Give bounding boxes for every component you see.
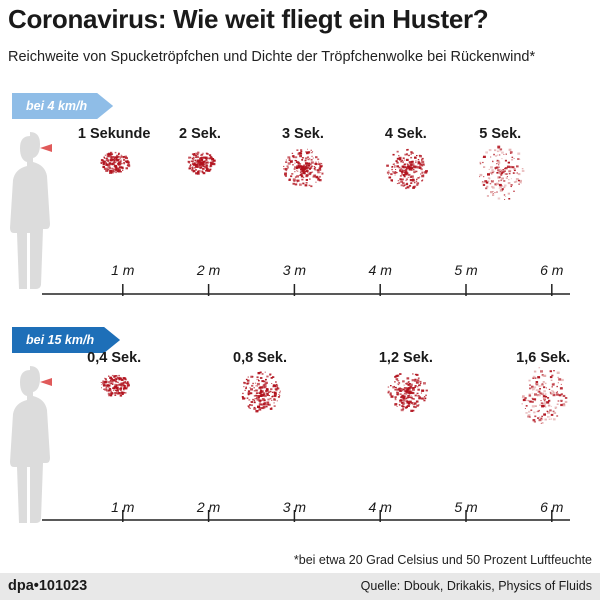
footnote: *bei etwa 20 Grad Celsius und 50 Prozent…: [293, 553, 592, 567]
droplet-cloud: [241, 371, 281, 413]
time-label: 1 Sekunde: [77, 126, 151, 142]
axis-tick-label: 3 m: [282, 262, 307, 278]
axis-tick-label: 1 m: [111, 499, 135, 515]
droplet-cloud: [387, 373, 428, 412]
droplet-cloud: [521, 367, 568, 424]
time-label: 0,8 Sek.: [233, 350, 288, 366]
distance-axis-ticks: [122, 284, 553, 296]
time-label: 3 Sek.: [281, 126, 324, 142]
wind-arrow-15kmh: bei 15 km/h: [12, 327, 120, 353]
footer-bar: dpa•101023 Quelle: Dbouk, Drikakis, Phys…: [0, 573, 600, 600]
droplet-cloud: [479, 145, 525, 200]
mouth-spray-icon: [40, 144, 52, 152]
axis-tick-label: 5 m: [454, 499, 478, 515]
mouth-spray-icon: [40, 378, 52, 386]
time-label: 1,6 Sek.: [516, 350, 571, 366]
axis-tick-label: 6 m: [540, 499, 564, 515]
droplet-cloud: [283, 148, 324, 188]
axis-tick-label: 4 m: [368, 262, 392, 278]
time-label: 2 Sek.: [178, 126, 221, 142]
person-silhouette-icon: [10, 366, 50, 523]
distance-axis-ticks: [122, 510, 553, 522]
axis-tick-label: 3 m: [282, 499, 307, 515]
time-label: 4 Sek.: [384, 126, 427, 142]
axis-tick-label: 5 m: [454, 262, 478, 278]
time-label: 5 Sek.: [479, 126, 522, 142]
axis-tick-label: 2 m: [196, 499, 221, 515]
axis-tick-label: 2 m: [196, 262, 221, 278]
page-title: Coronavirus: Wie weit fliegt ein Huster?: [8, 4, 489, 34]
page-subtitle: Reichweite von Spucketröpfchen und Dicht…: [8, 49, 536, 65]
time-label: 0,4 Sek.: [87, 350, 142, 366]
dpa-id-label: dpa•101023: [8, 578, 88, 594]
time-label: 1,2 Sek.: [378, 350, 433, 366]
axis-tick-label: 4 m: [368, 499, 392, 515]
droplet-cloud: [100, 151, 131, 174]
droplet-cloud: [187, 151, 216, 175]
droplet-clouds: [100, 145, 568, 424]
axis-tick-label: 6 m: [540, 262, 564, 278]
droplet-cloud: [386, 148, 428, 190]
person-silhouette-icon: [10, 132, 50, 289]
wind-arrow-4kmh: bei 4 km/h: [12, 93, 113, 119]
source-label: Quelle: Dbouk, Drikakis, Physics of Flui…: [360, 579, 592, 593]
axis-tick-label: 1 m: [111, 262, 135, 278]
droplet-cloud: [100, 374, 130, 397]
